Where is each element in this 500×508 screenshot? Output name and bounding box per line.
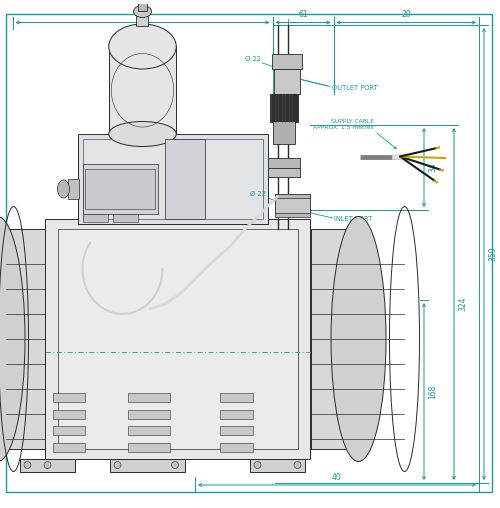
Bar — [270, 94, 297, 121]
Text: 61: 61 — [298, 10, 308, 19]
Bar — [272, 121, 295, 144]
Text: Ø 22: Ø 22 — [250, 191, 266, 197]
Ellipse shape — [109, 24, 176, 69]
Bar — [45, 219, 310, 459]
Ellipse shape — [331, 216, 386, 461]
Bar — [275, 194, 310, 214]
Ellipse shape — [58, 180, 70, 198]
Bar — [112, 214, 138, 221]
Bar — [52, 409, 85, 419]
Bar — [274, 69, 299, 94]
Bar — [128, 442, 170, 452]
Ellipse shape — [44, 461, 51, 468]
Bar — [78, 134, 268, 224]
Bar — [52, 393, 85, 402]
Bar — [220, 442, 252, 452]
Bar — [128, 426, 170, 435]
Text: INLET PORT: INLET PORT — [334, 216, 372, 222]
Text: 324: 324 — [458, 297, 467, 311]
Text: 34: 34 — [428, 163, 437, 172]
Text: 20: 20 — [401, 10, 411, 19]
Bar — [82, 164, 158, 214]
Bar — [128, 393, 170, 402]
Bar — [52, 426, 85, 435]
Ellipse shape — [114, 461, 121, 468]
Bar — [68, 179, 78, 199]
Bar — [268, 158, 300, 169]
Bar — [52, 442, 85, 452]
Text: SUPPLY CABLE
APPROX. 1.5 metres: SUPPLY CABLE APPROX. 1.5 metres — [314, 119, 374, 130]
Bar — [220, 409, 252, 419]
Ellipse shape — [294, 461, 301, 468]
Bar — [110, 459, 185, 471]
Bar — [136, 12, 148, 26]
Bar — [165, 139, 205, 219]
Bar — [0, 229, 45, 449]
Bar — [268, 168, 300, 176]
Text: Ø 22: Ø 22 — [245, 56, 261, 62]
Ellipse shape — [0, 216, 25, 461]
Text: 241: 241 — [136, 10, 149, 19]
Bar — [220, 393, 252, 402]
Bar — [250, 459, 305, 471]
Ellipse shape — [24, 461, 31, 468]
Bar — [272, 54, 302, 69]
Ellipse shape — [109, 121, 176, 146]
Bar — [85, 169, 155, 209]
Ellipse shape — [134, 6, 152, 17]
Text: OUTLET PORT: OUTLET PORT — [332, 84, 378, 90]
Bar — [128, 409, 170, 419]
Bar — [20, 459, 75, 471]
Bar — [82, 139, 262, 219]
Bar — [311, 229, 358, 449]
Text: 168: 168 — [428, 385, 437, 399]
Text: 359: 359 — [488, 247, 497, 261]
Ellipse shape — [254, 461, 261, 468]
Bar — [82, 214, 108, 221]
Bar — [108, 47, 176, 134]
Text: 35: 35 — [292, 69, 300, 79]
Bar — [275, 194, 310, 198]
Bar — [58, 229, 298, 449]
Bar — [275, 213, 310, 216]
Bar — [220, 426, 252, 435]
Bar — [138, 2, 147, 12]
Ellipse shape — [172, 461, 178, 468]
Text: 40: 40 — [332, 473, 342, 482]
